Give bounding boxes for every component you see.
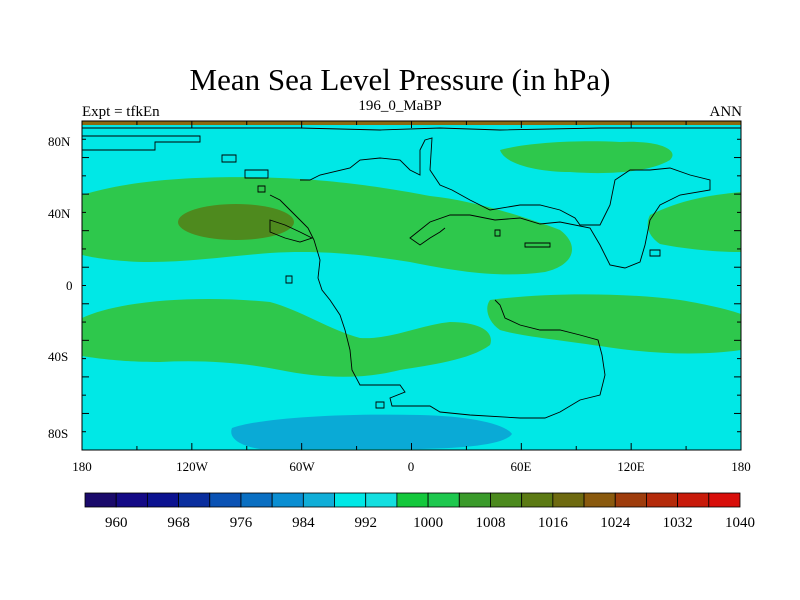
lon-tick-180-left: 180 — [72, 459, 92, 474]
lat-tick-80n: 80N — [48, 134, 71, 149]
experiment-label: Expt = tfkEn — [82, 104, 160, 120]
subtropical-high-core — [178, 204, 294, 240]
colorbar-swatch — [646, 492, 679, 508]
island-d — [524, 242, 551, 248]
colorbar-swatch — [334, 492, 367, 508]
lon-tick-180-right: 180 — [731, 459, 751, 474]
lat-tick-40n: 40N — [48, 206, 71, 221]
colorbar-swatch — [614, 492, 647, 508]
lon-tick-120w: 120W — [176, 459, 208, 474]
coast-top — [82, 127, 741, 131]
island-g — [285, 275, 293, 284]
coast-gondwana — [269, 194, 606, 419]
colorbar-swatch — [677, 492, 710, 508]
colorbar-label: 984 — [292, 515, 315, 531]
lat-tick-40s: 40S — [48, 349, 69, 364]
colorbar-label: 1016 — [537, 515, 568, 531]
island-h — [375, 401, 385, 409]
colorbar-swatch — [240, 492, 273, 508]
colorbar-swatch — [490, 492, 523, 508]
colorbar-swatch — [115, 492, 148, 508]
colorbar-label: 1000 — [413, 515, 444, 531]
colorbar-swatch — [708, 492, 741, 508]
colorbar-swatch — [365, 492, 398, 508]
colorbar-label: 992 — [354, 515, 377, 531]
antarctic-low — [231, 414, 513, 449]
south-west-high-band — [82, 298, 491, 377]
colorbar-swatch — [209, 492, 242, 508]
lon-tick-60w: 60W — [289, 459, 315, 474]
colorbar-swatch — [84, 492, 117, 508]
colorbar-swatch — [396, 492, 429, 508]
north-east-high-band — [647, 192, 741, 252]
arctic-high-patch — [500, 141, 673, 174]
lat-tick-80s: 80S — [48, 426, 69, 441]
colorbar-swatch — [458, 492, 491, 508]
lon-tick-0: 0 — [407, 459, 415, 474]
colorbar-label: 1024 — [600, 515, 631, 531]
colorbar-label: 968 — [167, 515, 190, 531]
colorbar-swatch — [552, 492, 585, 508]
colorbar-swatch — [271, 492, 304, 508]
period-label: 196_0_MaBP — [358, 98, 442, 114]
south-east-high-band — [487, 294, 741, 354]
lat-tick-0: 0 — [66, 278, 73, 293]
ocean-base — [82, 121, 741, 450]
island-f — [649, 249, 661, 257]
colorbar-swatch — [146, 492, 179, 508]
island-a — [221, 154, 237, 163]
coast-caribbean — [269, 219, 314, 243]
colorbar-swatch — [521, 492, 554, 508]
colorbar-label: 1008 — [475, 515, 506, 531]
colorbar-swatch — [178, 492, 211, 508]
coast-eurasia — [300, 137, 711, 269]
colorbar-label: 1040 — [725, 515, 755, 531]
colorbar-label: 976 — [229, 515, 253, 531]
page-title: Mean Sea Level Pressure (in hPa) — [189, 62, 611, 97]
colorbar-label: 960 — [104, 515, 128, 531]
north-high-band — [82, 177, 572, 275]
colorbar-swatch — [583, 492, 616, 508]
colorbar — [84, 492, 741, 508]
season-label: ANN — [709, 104, 743, 120]
island-e — [494, 229, 501, 237]
coast-north-west — [82, 128, 201, 151]
lon-tick-60e: 60E — [510, 459, 532, 474]
colorbar-swatch — [427, 492, 460, 508]
colorbar-label: 1032 — [662, 515, 693, 531]
island-c — [257, 185, 266, 193]
coastlines — [82, 127, 741, 419]
colorbar-swatch — [302, 492, 335, 508]
island-b — [244, 169, 269, 179]
lon-tick-120e: 120E — [617, 459, 645, 474]
axis-ticks — [81, 120, 742, 451]
